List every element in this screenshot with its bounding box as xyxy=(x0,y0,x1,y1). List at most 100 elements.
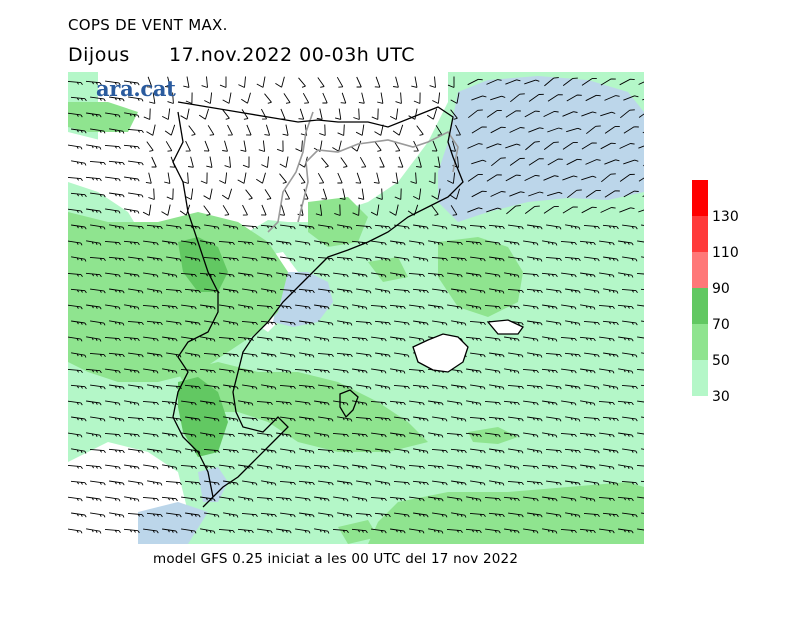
wind-barb xyxy=(219,304,235,310)
wind-barb xyxy=(601,173,616,183)
wind-barb xyxy=(242,384,258,390)
wind-barb xyxy=(280,512,296,518)
wind-barb xyxy=(599,336,615,342)
wind-barb xyxy=(465,240,482,246)
wind-barb xyxy=(299,256,315,262)
wind-barb xyxy=(264,124,271,136)
wind-barb xyxy=(393,76,399,88)
wind-barb xyxy=(617,304,634,310)
wind-barb xyxy=(184,480,201,486)
wind-barb xyxy=(257,464,273,470)
wind-barb xyxy=(584,288,600,294)
wind-barb xyxy=(505,174,521,182)
wind-barb xyxy=(162,368,178,374)
wind-barb xyxy=(526,384,543,390)
wind-50-70-area-east xyxy=(368,257,408,282)
wind-barb xyxy=(219,368,235,374)
wind-barb xyxy=(219,76,227,88)
wind-barb xyxy=(337,512,353,518)
wind-barb xyxy=(200,336,216,342)
wind-50-70-area-west xyxy=(68,102,138,132)
legend-bin xyxy=(692,180,708,216)
wind-barb xyxy=(358,92,365,104)
wind-barb xyxy=(542,336,558,342)
wind-barb xyxy=(561,272,577,278)
wind-barb xyxy=(604,159,620,165)
wind-barb xyxy=(181,240,197,246)
wind-barb xyxy=(523,496,539,502)
wind-barb xyxy=(295,400,311,406)
wind-barb xyxy=(104,528,121,534)
wind-barb xyxy=(128,256,144,262)
wind-barb xyxy=(409,400,425,406)
wind-barb xyxy=(638,113,644,118)
wind-barb xyxy=(199,464,216,470)
wind-barb xyxy=(504,368,520,374)
wind-barb xyxy=(105,400,121,406)
wind-barb xyxy=(581,175,597,181)
wind-barb xyxy=(86,496,102,502)
wind-barb xyxy=(371,240,387,246)
wind-barb xyxy=(127,416,144,422)
wind-barb xyxy=(161,496,178,502)
wind-barb xyxy=(446,432,463,438)
wind-barb xyxy=(298,108,305,120)
wind-barb xyxy=(146,512,163,518)
wind-barb xyxy=(108,160,125,166)
wind-barb xyxy=(447,464,463,470)
wind-barb xyxy=(261,204,267,216)
wind-barb xyxy=(184,188,194,200)
wind-barb xyxy=(238,400,254,406)
wind-barb xyxy=(68,432,83,438)
wind-barb xyxy=(200,528,216,534)
wind-barb xyxy=(185,140,191,152)
wind-barb xyxy=(280,256,296,262)
wind-barb xyxy=(162,432,178,438)
wind-barb xyxy=(241,224,258,230)
wind-barb xyxy=(167,92,174,104)
wind-50-70-area-south-small xyxy=(468,427,518,444)
wind-barb xyxy=(359,156,367,168)
wind-barb xyxy=(71,128,87,134)
wind-barb xyxy=(356,448,372,454)
wind-barb xyxy=(565,480,581,486)
wind-barb xyxy=(393,480,410,486)
wind-barb xyxy=(600,207,616,213)
wind-barb xyxy=(638,81,644,85)
wind-barb xyxy=(166,188,174,200)
wind-barb xyxy=(219,464,235,470)
wind-barb xyxy=(355,124,365,136)
wind-barb xyxy=(333,304,349,310)
wind-barb xyxy=(542,240,558,246)
wind-barb xyxy=(90,96,106,102)
wind-barb xyxy=(245,189,253,200)
wind-barb xyxy=(428,304,444,310)
wind-barb xyxy=(90,384,106,390)
wind-barb xyxy=(147,480,163,486)
wind-barb xyxy=(560,528,577,534)
wind-barb xyxy=(408,272,425,278)
wind-barb xyxy=(181,304,197,310)
wind-barb xyxy=(123,528,140,534)
wind-barb xyxy=(86,400,102,406)
wind-barb xyxy=(623,190,639,198)
wind-barb xyxy=(238,304,254,310)
wind-barb xyxy=(394,188,402,200)
wind-barb xyxy=(164,124,176,136)
wind-barb xyxy=(85,176,102,182)
wind-barb xyxy=(261,480,277,486)
wind-barb xyxy=(109,192,125,198)
wind-barb xyxy=(376,188,383,200)
wind-barb xyxy=(580,400,596,406)
wind-barb xyxy=(321,157,329,168)
wind-barb xyxy=(200,304,216,310)
wind-barb xyxy=(336,256,353,262)
wind-barb xyxy=(490,95,506,101)
wind-barb xyxy=(298,288,315,294)
wind-barb xyxy=(124,272,140,278)
wind-barb xyxy=(146,320,163,326)
wind-barb xyxy=(109,320,125,326)
wind-barb xyxy=(280,224,296,230)
wind-barb xyxy=(280,448,296,454)
wind-barb xyxy=(509,191,525,197)
